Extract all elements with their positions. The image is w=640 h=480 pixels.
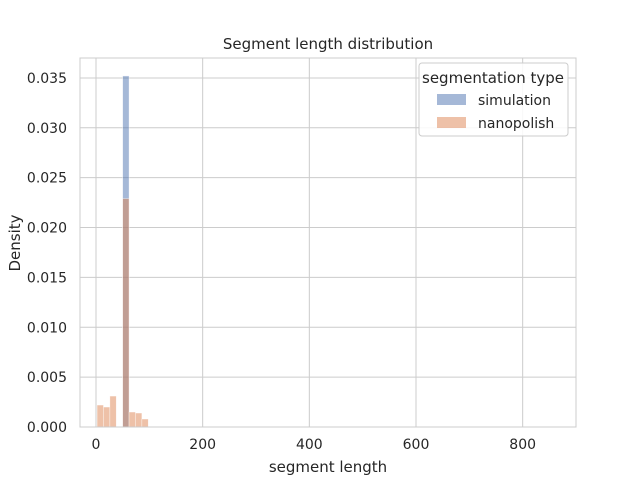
bar-nanopolish (141, 418, 149, 428)
y-tick-label: 0.000 (27, 420, 67, 436)
x-tick-label: 200 (189, 437, 216, 453)
x-tick-label: 600 (403, 437, 430, 453)
bar-nanopolish (135, 412, 143, 428)
legend-title: segmentation type (422, 69, 564, 87)
x-tick-label: 800 (509, 437, 536, 453)
legend-swatch-nanopolish (437, 117, 466, 128)
bar-nanopolish (122, 198, 130, 428)
bar-nanopolish (96, 404, 104, 428)
x-axis-label: segment length (269, 458, 387, 476)
y-tick-label: 0.005 (27, 370, 67, 386)
y-tick-label: 0.030 (27, 121, 67, 137)
x-tick-label: 0 (92, 437, 101, 453)
bar-nanopolish (103, 406, 111, 428)
legend-label-nanopolish: nanopolish (478, 116, 554, 132)
y-tick-label: 0.015 (27, 270, 67, 286)
plot-frame (79, 57, 577, 428)
y-axis-label: Density (6, 214, 24, 271)
bar-nanopolish (109, 395, 117, 428)
legend-swatch-simulation (437, 94, 466, 105)
y-tick-label: 0.010 (27, 320, 67, 336)
y-tick-label: 0.025 (27, 171, 67, 187)
tick-labels: 0 200 400 600 800 0.000 0.005 0.010 0.015 0.020 0.… (27, 71, 536, 453)
legend-label-simulation: simulation (478, 93, 551, 109)
legend: segmentation type simulation nanopolish (418, 62, 569, 137)
chart-title: Segment length distribution (223, 35, 433, 53)
bar-nanopolish (128, 411, 136, 428)
x-tick-label: 400 (296, 437, 323, 453)
bars (96, 75, 149, 428)
y-tick-label: 0.035 (27, 71, 67, 87)
y-tick-label: 0.020 (27, 221, 67, 237)
